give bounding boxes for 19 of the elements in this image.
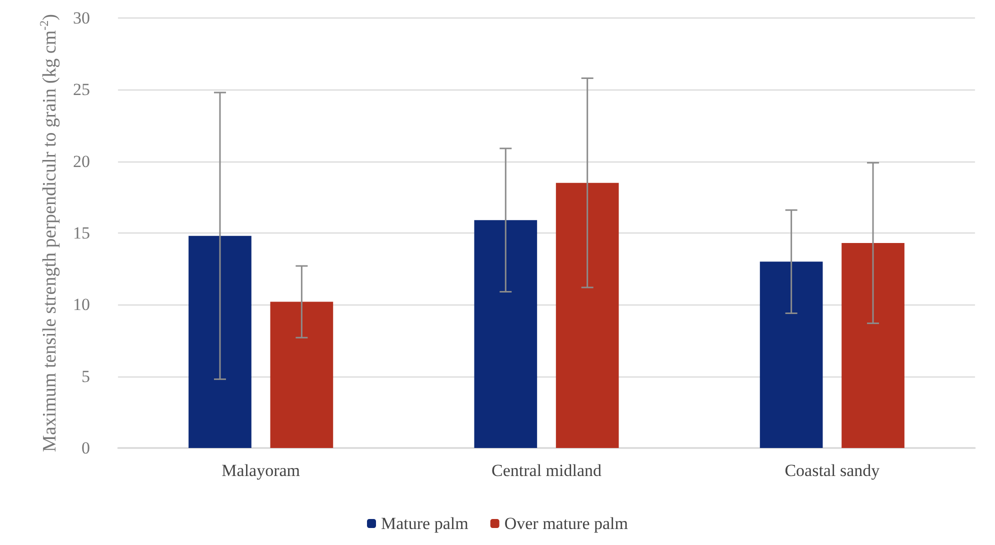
y-tick-label: 25 bbox=[73, 80, 90, 100]
bar bbox=[556, 182, 619, 448]
bar bbox=[842, 243, 904, 448]
y-tick-label: 30 bbox=[73, 8, 90, 28]
x-tick-label: Central midland bbox=[491, 461, 602, 480]
bar bbox=[474, 220, 538, 448]
x-tick-label: Malayoram bbox=[222, 461, 300, 480]
y-tick-label: 10 bbox=[73, 295, 90, 314]
y-axis-title: Maximum tensile strength perpendiculr to grain (kg cm-2) bbox=[37, 14, 61, 452]
legend-label: Mature palm bbox=[380, 514, 468, 533]
bar bbox=[760, 262, 823, 448]
y-tick-label: 5 bbox=[82, 366, 90, 386]
x-tick-label: Coastal sandy bbox=[784, 461, 880, 480]
y-tick-label: 15 bbox=[73, 224, 90, 242]
y-tick-label: 0 bbox=[82, 438, 90, 458]
bar bbox=[270, 302, 334, 448]
y-tick-label: 20 bbox=[73, 152, 90, 171]
bar bbox=[188, 236, 252, 448]
legend-label: Over mature palm bbox=[504, 514, 628, 533]
